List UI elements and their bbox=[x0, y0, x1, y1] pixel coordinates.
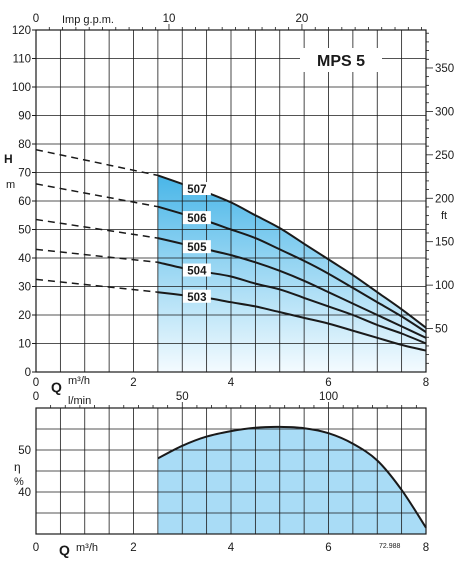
curve-label-box bbox=[182, 211, 211, 225]
x2-tick-label: 10 bbox=[163, 13, 176, 25]
y-tick-label: 120 bbox=[12, 25, 31, 37]
x-axis-unit: m³/h bbox=[68, 375, 90, 387]
x-axis-label-bottom: Q bbox=[59, 542, 70, 558]
x-tick-label-bottom: 8 bbox=[423, 542, 429, 554]
lmin-tick-label: 100 bbox=[319, 391, 338, 403]
x-tick-label: 2 bbox=[130, 377, 136, 389]
eta-axis-unit: % bbox=[14, 476, 24, 488]
y-tick-label: 80 bbox=[18, 139, 31, 151]
eta-tick-label: 40 bbox=[18, 487, 31, 499]
y-tick-label: 90 bbox=[18, 111, 31, 123]
curve-label-504: 504 bbox=[187, 266, 207, 278]
eta-tick-label: 50 bbox=[18, 445, 31, 457]
lmin-tick-label: 0 bbox=[33, 391, 39, 403]
head-curve-506-extrapolated bbox=[36, 183, 159, 208]
y-tick-label: 60 bbox=[18, 196, 31, 208]
x-axis-unit-bottom: m³/h bbox=[76, 542, 98, 554]
y-tick-label: 110 bbox=[13, 54, 31, 66]
curve-label-505: 505 bbox=[187, 242, 207, 254]
curve-label-box bbox=[182, 240, 211, 254]
head-curve-507-extrapolated bbox=[36, 148, 159, 177]
y-tick-label: 10 bbox=[18, 339, 31, 351]
y-tick-label: 100 bbox=[12, 82, 31, 94]
head-curve-labels: 507 506 505 504 503 bbox=[182, 182, 211, 304]
head-curve-505-extrapolated bbox=[36, 218, 159, 239]
x-tick-label-bottom: 6 bbox=[325, 542, 331, 554]
efficiency-chart-frame bbox=[35, 407, 427, 535]
chart-title: MPS 5 bbox=[317, 53, 365, 70]
x2-tick-label: 20 bbox=[296, 13, 309, 25]
y2-tick-label: 150 bbox=[435, 237, 454, 249]
efficiency-area bbox=[157, 426, 426, 534]
efficiency-curve bbox=[157, 425, 427, 529]
y2-tick-label: 250 bbox=[435, 150, 454, 162]
y-tick-label: 70 bbox=[18, 168, 31, 180]
y2-tick-label: 50 bbox=[435, 324, 448, 336]
operating-range-shade bbox=[157, 175, 426, 372]
efficiency-chart-ticks: 40 50 0 2 4 6 8 0 50 100 bbox=[18, 391, 429, 554]
y-tick-label: 20 bbox=[18, 310, 31, 322]
curve-label-box bbox=[182, 263, 211, 277]
x-tick-label: 8 bbox=[423, 377, 429, 389]
y-tick-label: 0 bbox=[25, 367, 31, 379]
head-chart-grid bbox=[36, 30, 426, 372]
x-tick-label-bottom: 4 bbox=[228, 542, 235, 554]
curve-label-506: 506 bbox=[187, 213, 206, 225]
y2-tick-label: 100 bbox=[435, 280, 454, 292]
y-tick-label: 50 bbox=[18, 225, 31, 237]
y-axis-unit: m bbox=[6, 179, 15, 191]
x-tick-label-bottom: 2 bbox=[130, 542, 136, 554]
x2-axis-label: Imp g.p.m. bbox=[62, 14, 114, 26]
y-tick-label: 40 bbox=[18, 253, 31, 265]
efficiency-chart-grid bbox=[36, 408, 426, 534]
x-axis-label: Q bbox=[51, 379, 62, 395]
title-box bbox=[300, 48, 382, 72]
x2-axis-label-bottom: l/min bbox=[68, 395, 91, 407]
curve-label-507: 507 bbox=[187, 184, 206, 196]
footnote-code: 72.988 bbox=[379, 543, 401, 550]
head-curve-504-extrapolated bbox=[36, 248, 158, 264]
head-curve-503-extrapolated bbox=[36, 278, 158, 293]
y-axis-label: H bbox=[4, 152, 13, 166]
eta-axis-label: η bbox=[14, 460, 21, 474]
curve-label-box bbox=[182, 182, 211, 196]
x-tick-label: 6 bbox=[325, 377, 331, 389]
x-tick-label: 0 bbox=[33, 377, 39, 389]
y2-tick-label: 350 bbox=[435, 63, 454, 75]
x-tick-label: 4 bbox=[228, 377, 235, 389]
x2-tick-label: 0 bbox=[33, 13, 39, 25]
curve-label-503: 503 bbox=[187, 292, 206, 304]
efficiency-chart: 40 50 0 2 4 6 8 0 50 100 l/min η % Q m³/h 72.988 bbox=[14, 391, 429, 558]
x-tick-label-bottom: 0 bbox=[33, 542, 39, 554]
y2-tick-label: 200 bbox=[435, 193, 454, 205]
curve-label-box bbox=[182, 289, 211, 303]
y2-tick-label: 300 bbox=[435, 106, 454, 118]
y-tick-label: 30 bbox=[18, 282, 31, 294]
lmin-tick-label: 50 bbox=[176, 391, 189, 403]
y2-axis-label: ft bbox=[441, 210, 447, 222]
